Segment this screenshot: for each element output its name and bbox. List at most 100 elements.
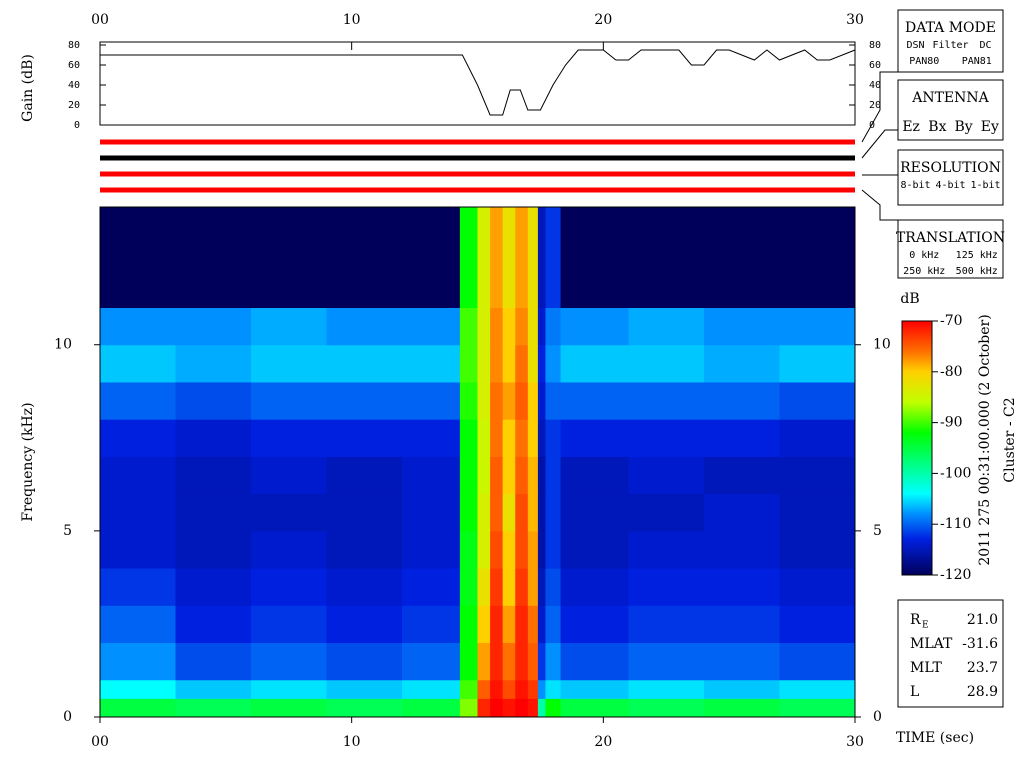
heat-cell	[402, 605, 461, 644]
panel-item: By	[955, 119, 973, 135]
heat-cell	[502, 642, 516, 681]
orbit-label: R	[910, 612, 921, 628]
heat-cell	[251, 344, 327, 383]
x-tick-label: 00	[91, 734, 109, 750]
colorbar-tick-label: -90	[940, 415, 963, 431]
heat-cell	[537, 419, 546, 457]
heat-cell	[527, 207, 539, 309]
heat-cell	[515, 207, 529, 309]
heat-cell	[175, 344, 252, 383]
connector	[861, 129, 898, 159]
heat-cell	[100, 344, 176, 383]
heat-cell	[459, 679, 478, 699]
heat-cell	[628, 493, 705, 532]
heat-cell	[502, 530, 516, 569]
heat-cell	[100, 419, 176, 457]
y-tick-label: 20	[68, 100, 80, 111]
heat-cell	[459, 207, 478, 309]
heat-cell	[490, 207, 504, 309]
panel-item: 0 kHz	[909, 250, 939, 261]
heat-cell	[251, 530, 327, 569]
heat-cell	[326, 568, 403, 606]
orbit-label-sub: E	[922, 621, 929, 631]
heat-cell	[477, 568, 491, 606]
panel-item: Ey	[981, 119, 999, 135]
heat-cell	[537, 605, 546, 644]
heat-cell	[251, 307, 327, 346]
heat-cell	[704, 605, 780, 644]
panel-item: Filter	[932, 40, 968, 51]
colorbar	[901, 320, 933, 576]
gain-line	[100, 49, 856, 116]
heat-cell	[326, 307, 403, 346]
heat-cell	[251, 568, 327, 606]
heat-cell	[251, 381, 327, 420]
x-tick-label: 10	[343, 734, 361, 750]
heat-cell	[537, 307, 546, 346]
orbit-label: MLT	[910, 660, 942, 676]
heat-cell	[502, 381, 516, 420]
orbit-value: 21.0	[967, 612, 998, 628]
heat-cell	[515, 307, 529, 346]
heat-cell	[560, 605, 629, 644]
heat-cell	[779, 642, 856, 681]
heat-cell	[545, 605, 562, 644]
heat-cell	[545, 419, 562, 457]
panel-title: TRANSLATION	[896, 230, 1005, 246]
panel-box	[897, 79, 1004, 141]
heat-cell	[560, 568, 629, 606]
heat-cell	[326, 207, 403, 309]
heat-cell	[402, 642, 461, 681]
heat-cell	[527, 307, 539, 346]
heat-cell	[459, 419, 478, 457]
heat-cell	[515, 381, 529, 420]
heat-cell	[628, 698, 705, 718]
heat-cell	[515, 698, 529, 718]
heat-cell	[402, 530, 461, 569]
colorbar-tick-label: -120	[940, 567, 971, 583]
heat-cell	[560, 679, 629, 699]
heat-cell	[527, 530, 539, 569]
heat-cell	[175, 698, 252, 718]
heat-cell	[326, 344, 403, 383]
heat-cell	[251, 605, 327, 644]
heat-cell	[175, 456, 252, 495]
heat-cell	[704, 642, 780, 681]
heat-cell	[477, 605, 491, 644]
heat-cell	[779, 344, 856, 383]
heat-cell	[537, 207, 546, 309]
heat-cell	[326, 419, 403, 457]
heat-cell	[545, 456, 562, 495]
heat-cell	[326, 642, 403, 681]
heat-cell	[704, 456, 780, 495]
heat-cell	[779, 568, 856, 606]
heat-cell	[175, 642, 252, 681]
colorbar-label: dB	[900, 291, 919, 307]
heat-cell	[502, 307, 516, 346]
panel-item: 1-bit	[970, 180, 1000, 191]
heat-cell	[779, 207, 856, 309]
heat-cell	[490, 605, 504, 644]
heat-cell	[175, 419, 252, 457]
heat-cell	[527, 698, 539, 718]
heat-cell	[779, 530, 856, 569]
panel-title: RESOLUTION	[900, 160, 1001, 176]
heat-cell	[704, 679, 780, 699]
heat-cell	[251, 419, 327, 457]
heat-cell	[459, 568, 478, 606]
heat-cell	[515, 605, 529, 644]
heat-cell	[704, 419, 780, 457]
heat-cell	[477, 381, 491, 420]
heat-cell	[560, 698, 629, 718]
heat-cell	[628, 456, 705, 495]
orbit-box	[897, 599, 1004, 708]
y-axis-label: Frequency (kHz)	[20, 402, 36, 521]
heat-cell	[515, 456, 529, 495]
heat-cell	[459, 381, 478, 420]
heat-cell	[490, 493, 504, 532]
y-tick-label: 10	[54, 337, 72, 353]
heat-cell	[779, 456, 856, 495]
heat-cell	[560, 493, 629, 532]
colorbar-tick-label: -110	[940, 516, 971, 532]
